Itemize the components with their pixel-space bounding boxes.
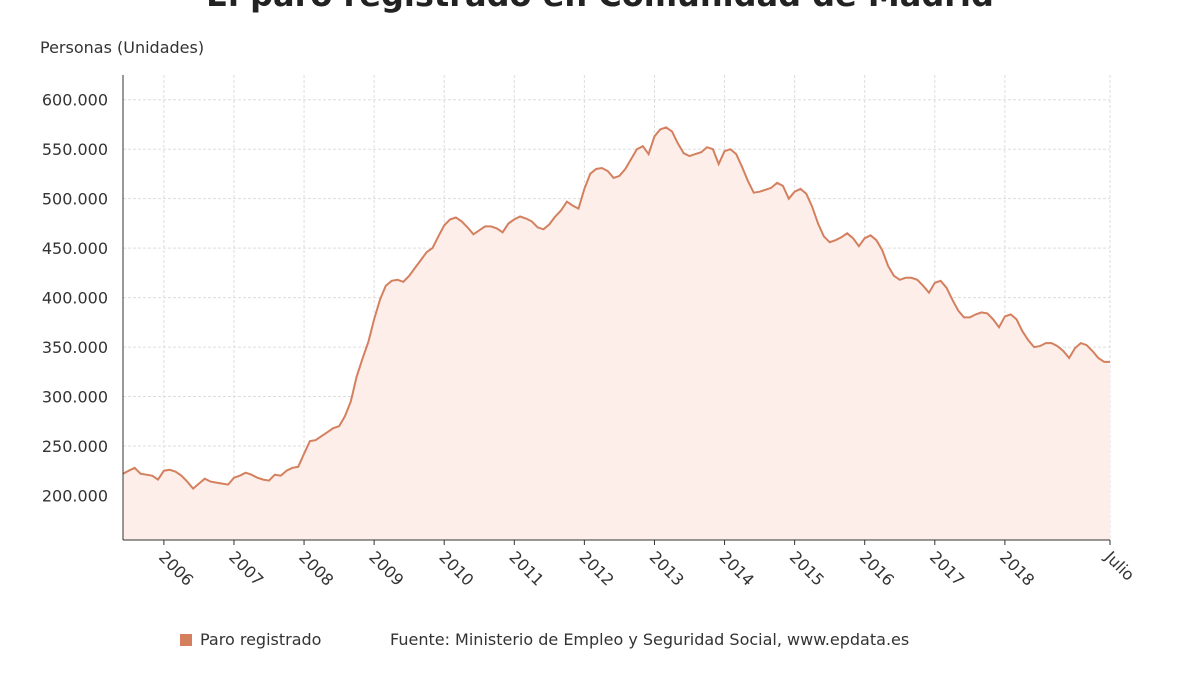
y-tick-label: 250.000 — [42, 437, 108, 456]
line — [122, 126, 1110, 491]
x-tick-label: 2014 — [716, 547, 758, 589]
source-note: Fuente: Ministerio de Empleo y Seguridad… — [390, 630, 909, 649]
x-tick-label: 2010 — [435, 547, 477, 589]
legend-label: Paro registrado — [200, 630, 321, 649]
x-tick-label: 2015 — [786, 547, 828, 589]
y-tick-label: 300.000 — [42, 388, 108, 407]
y-tick-label: 550.000 — [42, 140, 108, 159]
y-tick-label: 450.000 — [42, 239, 108, 258]
x-tick-label: 2017 — [926, 547, 968, 589]
legend-swatch — [180, 634, 192, 646]
x-tick-label: 2008 — [295, 547, 337, 589]
x-tick-label: 2006 — [155, 547, 197, 589]
x-tick-label: 2011 — [505, 547, 547, 589]
x-tick-label: 2007 — [225, 547, 267, 589]
y-tick-label: 400.000 — [42, 289, 108, 308]
y-tick-label: 350.000 — [42, 338, 108, 357]
x-tick-label: 2016 — [856, 547, 898, 589]
y-tick-label: 500.000 — [42, 190, 108, 209]
y-tick-label: 600.000 — [42, 91, 108, 110]
x-tick-label: 2009 — [365, 547, 407, 589]
area — [123, 127, 1110, 541]
x-tick-label: 2018 — [996, 547, 1038, 589]
y-tick-label: 200.000 — [42, 486, 108, 505]
x-tick-label: 2012 — [576, 547, 618, 589]
x-tick-label: 2013 — [646, 547, 688, 589]
chart-title: El paro registrado en Comunidad de Madri… — [206, 0, 994, 14]
y-axis-label: Personas (Unidades) — [40, 38, 204, 57]
x-tick-label: Julio — [1100, 547, 1138, 585]
